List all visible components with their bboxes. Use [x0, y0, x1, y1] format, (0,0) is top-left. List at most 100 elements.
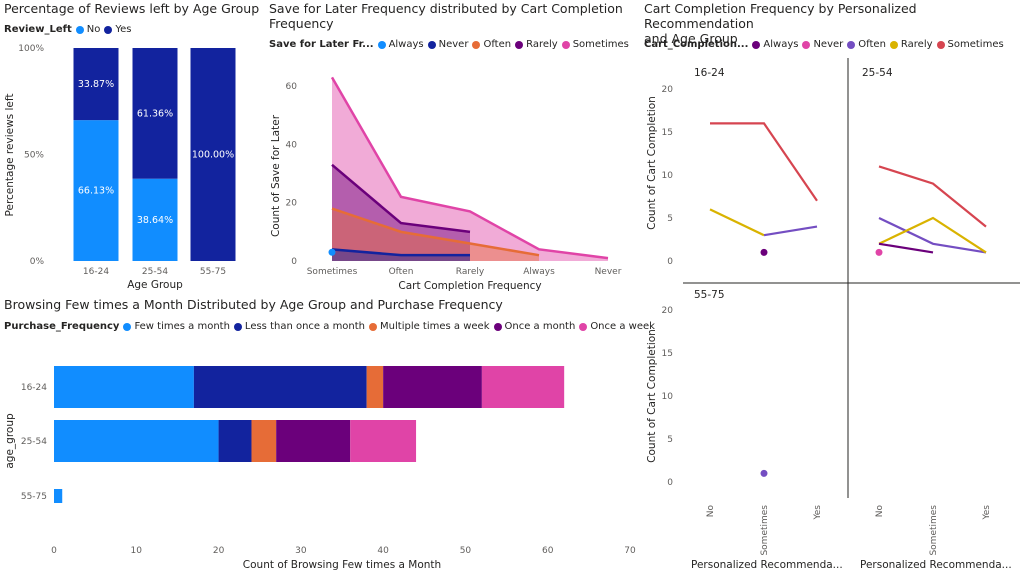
bar-segment — [73, 120, 119, 261]
y-tick-label: 20 — [286, 199, 298, 209]
y-tick-label: 15 — [662, 128, 673, 138]
x-tick-label: Often — [389, 267, 414, 277]
x-tick-label: No — [875, 505, 885, 518]
data-label: 66.13% — [78, 186, 114, 197]
data-label: 100.00% — [192, 150, 234, 161]
bar-segment — [73, 48, 119, 121]
legend-label: Always — [388, 39, 424, 50]
legend-marker — [123, 323, 132, 331]
legend-label: Once a month — [504, 321, 576, 332]
x-tick-label: Sometimes — [760, 505, 770, 556]
y-tick-label: 5 — [667, 435, 673, 445]
legend-item[interactable]: Always — [752, 39, 798, 51]
y-tick-label: 25-54 — [21, 437, 47, 447]
x-tick-label: Sometimes — [307, 267, 358, 277]
y-axis-title: age_group — [4, 413, 16, 469]
x-axis-title: Cart Completion Frequency — [398, 280, 541, 292]
legend-label: Sometimes — [572, 39, 629, 50]
y-tick-label: 20 — [662, 306, 674, 316]
legend-marker — [75, 26, 84, 34]
bar-segment — [190, 48, 236, 261]
legend-marker — [802, 41, 811, 49]
facet-label: 16-24 — [694, 67, 725, 79]
legend-item[interactable]: Rarely — [515, 39, 558, 51]
y-tick-label: 0 — [291, 257, 297, 267]
series-area — [332, 77, 608, 262]
x-tick-label: 55-75 — [200, 267, 226, 277]
legend-marker — [752, 41, 761, 49]
x-tick-label: 25-54 — [142, 267, 168, 277]
y-axis-title: Count of Save for Later — [270, 114, 282, 237]
y-tick-label: 55-75 — [21, 492, 47, 502]
y-tick-label: 40 — [286, 140, 298, 150]
legend-item[interactable]: Yes — [104, 24, 132, 36]
bar-segment — [218, 420, 252, 462]
legend-item[interactable]: Always — [377, 39, 424, 51]
y-tick-label: 15 — [662, 349, 673, 359]
y-axis-title: Percentage reviews left — [4, 94, 16, 217]
legend-item[interactable]: Never — [802, 39, 843, 51]
legend-label: Often — [858, 39, 886, 50]
legend-marker — [427, 41, 436, 49]
y-tick-label: 60 — [286, 82, 298, 92]
legend-label: Rarely — [526, 39, 558, 50]
y-tick-label: 100% — [18, 44, 44, 54]
saveforlater-legend[interactable]: Save for Later Fr... Always Never Often Rare… — [269, 39, 633, 51]
facet-label: 55-75 — [694, 289, 725, 301]
legend-item[interactable]: Multiple times a week — [369, 321, 490, 333]
legend-marker — [847, 41, 856, 49]
bar-segment — [132, 178, 178, 261]
legend-item[interactable]: Rarely — [889, 39, 933, 51]
saveforlater-chart-title: Save for Later Frequency distributed by … — [269, 1, 623, 31]
x-tick-label: 70 — [624, 546, 636, 556]
legend-item[interactable]: Never — [427, 39, 468, 51]
series-point — [760, 469, 768, 477]
legend-item[interactable]: Sometimes — [936, 39, 1004, 51]
legend-marker — [233, 323, 242, 331]
legend-marker — [369, 323, 378, 331]
legend-item[interactable]: Few times a month — [123, 321, 230, 333]
reviews-legend[interactable]: Review_Left No Yes — [4, 24, 136, 36]
browsing-chart: 16-24 25-54 55-75 0 10 20 30 40 50 60 70 Count of B… — [4, 366, 636, 571]
bar-segment — [54, 420, 219, 462]
legend-item[interactable]: No — [75, 24, 101, 36]
y-tick-label: 5 — [667, 214, 673, 224]
data-label: 38.64% — [137, 215, 173, 226]
legend-label: Few times a month — [134, 321, 230, 332]
bar-segment — [350, 420, 417, 462]
legend-item[interactable]: Often — [472, 39, 511, 51]
y-tick-label: 0 — [667, 478, 673, 488]
legend-label: No — [86, 24, 101, 35]
y-tick-label: 10 — [662, 171, 674, 181]
legend-item[interactable]: Less than once a month — [233, 321, 365, 333]
browsing-chart-title: Browsing Few times a Month Distributed b… — [4, 297, 503, 312]
series-line — [710, 122, 818, 202]
x-tick-label: Never — [595, 267, 622, 277]
series-line — [331, 207, 540, 257]
series-point — [328, 248, 336, 256]
x-axis-title: Personalized Recommenda... — [860, 559, 1012, 571]
legend-label: Sometimes — [947, 39, 1004, 50]
x-tick-label: 50 — [460, 546, 472, 556]
browsing-legend[interactable]: Purchase_Frequency Few times a month Less … — [4, 321, 659, 333]
bar-segment — [366, 366, 384, 408]
cartcompletion-legend[interactable]: Cart_Completion... Always Never Often Rarely… — [644, 39, 1008, 51]
series-line — [331, 248, 470, 257]
legend-label: Yes — [115, 24, 132, 35]
legend-item[interactable]: Often — [847, 39, 886, 51]
legend-marker — [561, 41, 570, 49]
series-line — [330, 76, 609, 260]
facet-label: 25-54 — [862, 67, 893, 79]
x-tick-label: 30 — [295, 546, 307, 556]
x-tick-label: Rarely — [456, 267, 485, 277]
y-axis-title: Count of Cart Completion — [646, 329, 658, 463]
legend-item[interactable]: Sometimes — [561, 39, 629, 51]
legend-marker — [936, 41, 945, 49]
legend-label: Never — [813, 39, 844, 50]
x-axis-title: Count of Browsing Few times a Month — [243, 559, 441, 571]
legend-item[interactable]: Once a week — [579, 321, 655, 333]
series-point — [875, 248, 883, 256]
y-tick-label: 0% — [30, 257, 45, 267]
legend-item[interactable]: Once a month — [493, 321, 576, 333]
